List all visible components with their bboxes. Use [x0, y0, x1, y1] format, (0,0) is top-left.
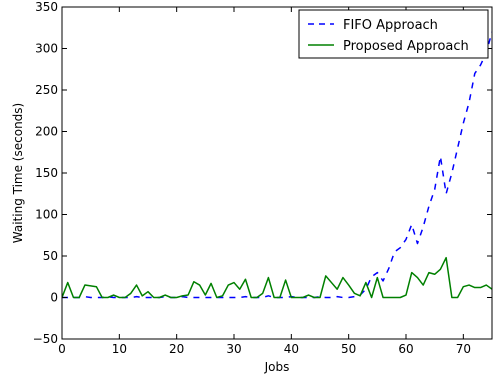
y-tick-label: −50	[33, 332, 58, 346]
x-tick-label: 30	[226, 342, 241, 356]
y-tick-label: 0	[50, 291, 58, 305]
y-tick-label: 350	[35, 0, 58, 14]
legend-label: FIFO Approach	[343, 18, 438, 33]
y-tick-label: 300	[35, 42, 58, 56]
series-line-fifo	[62, 31, 492, 299]
x-tick-label: 10	[112, 342, 127, 356]
x-axis-ticks: 0 10 20 30 40 50 60 70	[58, 7, 471, 356]
y-tick-label: 50	[43, 249, 58, 263]
x-tick-label: 50	[341, 342, 356, 356]
y-tick-label: 100	[35, 208, 58, 222]
x-tick-label: 40	[284, 342, 299, 356]
legend-label: Proposed Approach	[343, 39, 469, 54]
x-axis-label: Jobs	[264, 360, 290, 374]
legend: FIFO Approach Proposed Approach	[298, 9, 489, 59]
y-axis-ticks: −50 0 50 100 150 200 250 300 350	[33, 0, 492, 346]
x-tick-label: 60	[398, 342, 413, 356]
y-tick-label: 200	[35, 125, 58, 139]
series-layer	[62, 31, 492, 299]
y-axis-label: Waiting Time (seconds)	[11, 103, 25, 243]
x-tick-label: 20	[169, 342, 184, 356]
legend-box	[298, 9, 489, 59]
y-tick-label: 250	[35, 83, 58, 97]
x-tick-label: 0	[58, 342, 66, 356]
x-tick-label: 70	[456, 342, 471, 356]
series-line-proposed	[62, 256, 492, 299]
y-tick-label: 150	[35, 166, 58, 180]
